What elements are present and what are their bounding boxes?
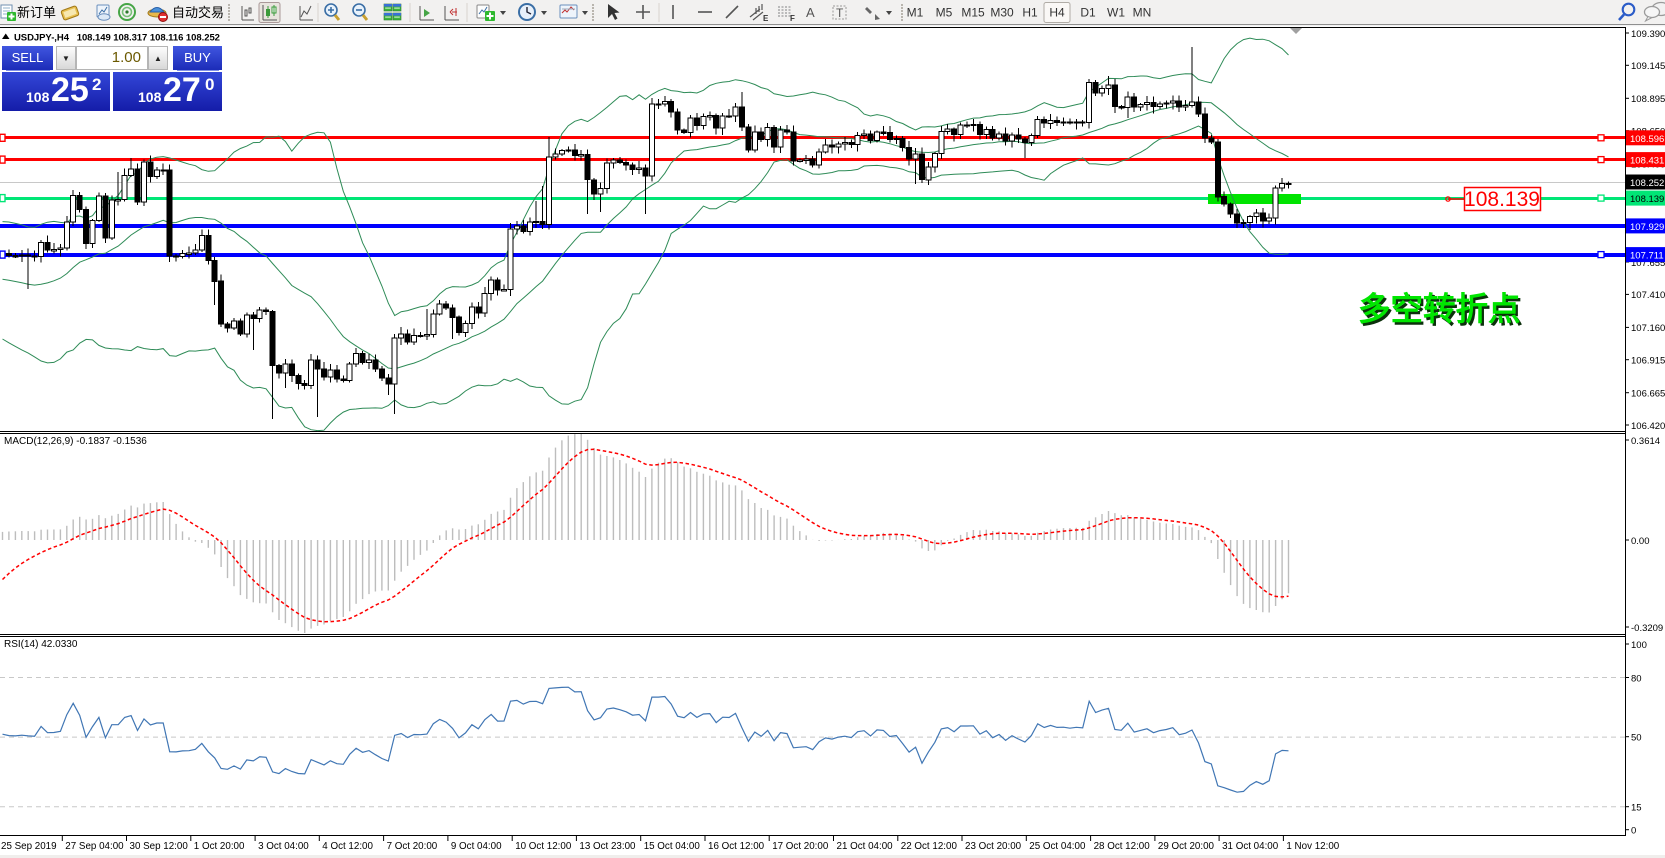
svg-text:107.160: 107.160 — [1631, 323, 1665, 334]
svg-text:1 Nov 12:00: 1 Nov 12:00 — [1286, 841, 1339, 852]
svg-text:30 Sep 12:00: 30 Sep 12:00 — [130, 841, 189, 852]
svg-text:0.00: 0.00 — [1631, 536, 1650, 547]
svg-text:4 Oct 12:00: 4 Oct 12:00 — [322, 841, 373, 852]
svg-text:新订单: 新订单 — [17, 5, 56, 20]
svg-text:M30: M30 — [990, 6, 1014, 20]
svg-text:27 Sep 04:00: 27 Sep 04:00 — [65, 841, 124, 852]
svg-text:0.3614: 0.3614 — [1631, 436, 1660, 447]
svg-text:25 Oct 04:00: 25 Oct 04:00 — [1029, 841, 1086, 852]
svg-text:自动交易: 自动交易 — [172, 5, 224, 20]
svg-text:1 Oct 20:00: 1 Oct 20:00 — [194, 841, 245, 852]
svg-text:F: F — [790, 14, 795, 23]
svg-text:多空转折点: 多空转折点 — [1360, 293, 1523, 329]
svg-text:108.431: 108.431 — [1630, 156, 1664, 167]
svg-text:109.145: 109.145 — [1631, 61, 1665, 72]
svg-text:108.139: 108.139 — [1464, 188, 1540, 211]
svg-text:多空转折点: 多空转折点 — [1358, 291, 1521, 327]
svg-text:MN: MN — [1133, 6, 1152, 20]
svg-text:M5: M5 — [936, 6, 953, 20]
svg-text:-0.3209: -0.3209 — [1631, 623, 1663, 634]
svg-text:USDJPY-,H4 108.149 108.317 1: USDJPY-,H4 108.149 108.317 108.116 108.2… — [14, 33, 220, 44]
svg-text:MACD(12,26,9) -0.1837 -0.1536: MACD(12,26,9) -0.1837 -0.1536 — [4, 436, 147, 447]
svg-text:17 Oct 20:00: 17 Oct 20:00 — [772, 841, 829, 852]
svg-text:7 Oct 20:00: 7 Oct 20:00 — [387, 841, 438, 852]
svg-text:H4: H4 — [1049, 6, 1065, 20]
svg-text:13 Oct 23:00: 13 Oct 23:00 — [579, 841, 636, 852]
svg-text:0: 0 — [1631, 826, 1636, 837]
svg-text:100: 100 — [1631, 640, 1647, 651]
svg-text:10 Oct 12:00: 10 Oct 12:00 — [515, 841, 572, 852]
svg-text:107.655: 107.655 — [1631, 258, 1665, 269]
svg-text:E: E — [763, 14, 769, 23]
svg-text:9 Oct 04:00: 9 Oct 04:00 — [451, 841, 502, 852]
svg-text:T: T — [836, 6, 844, 20]
svg-text:H1: H1 — [1022, 6, 1038, 20]
svg-text:108.596: 108.596 — [1630, 134, 1664, 145]
svg-text:106.665: 106.665 — [1631, 389, 1665, 400]
svg-text:15: 15 — [1631, 803, 1642, 814]
svg-text:31 Oct 04:00: 31 Oct 04:00 — [1222, 841, 1279, 852]
svg-text:RSI(14) 42.0330: RSI(14) 42.0330 — [4, 639, 78, 650]
svg-text:22 Oct 12:00: 22 Oct 12:00 — [901, 841, 958, 852]
svg-text:28 Oct 12:00: 28 Oct 12:00 — [1094, 841, 1151, 852]
svg-text:15 Oct 04:00: 15 Oct 04:00 — [644, 841, 701, 852]
svg-text:109.390: 109.390 — [1631, 29, 1665, 40]
svg-text:108.139: 108.139 — [1630, 194, 1664, 205]
svg-text:106.915: 106.915 — [1631, 356, 1665, 367]
svg-text:107.929: 107.929 — [1630, 222, 1664, 233]
svg-text:80: 80 — [1631, 673, 1642, 684]
svg-text:107.410: 107.410 — [1631, 290, 1665, 301]
svg-text:D1: D1 — [1080, 6, 1096, 20]
svg-text:3 Oct 04:00: 3 Oct 04:00 — [258, 841, 309, 852]
svg-text:23 Oct 20:00: 23 Oct 20:00 — [965, 841, 1022, 852]
svg-text:108.895: 108.895 — [1631, 94, 1665, 105]
svg-text:21 Oct 04:00: 21 Oct 04:00 — [837, 841, 894, 852]
svg-text:25 Sep 2019: 25 Sep 2019 — [1, 841, 57, 852]
svg-text:50: 50 — [1631, 733, 1642, 744]
svg-text:108.252: 108.252 — [1630, 178, 1664, 189]
svg-text:M15: M15 — [961, 6, 985, 20]
svg-text:A: A — [806, 5, 815, 20]
svg-text:106.420: 106.420 — [1631, 421, 1665, 432]
svg-text:107.711: 107.711 — [1630, 251, 1664, 262]
svg-text:M1: M1 — [907, 6, 924, 20]
svg-text:16 Oct 12:00: 16 Oct 12:00 — [708, 841, 765, 852]
svg-text:29 Oct 20:00: 29 Oct 20:00 — [1158, 841, 1215, 852]
svg-text:W1: W1 — [1107, 6, 1125, 20]
